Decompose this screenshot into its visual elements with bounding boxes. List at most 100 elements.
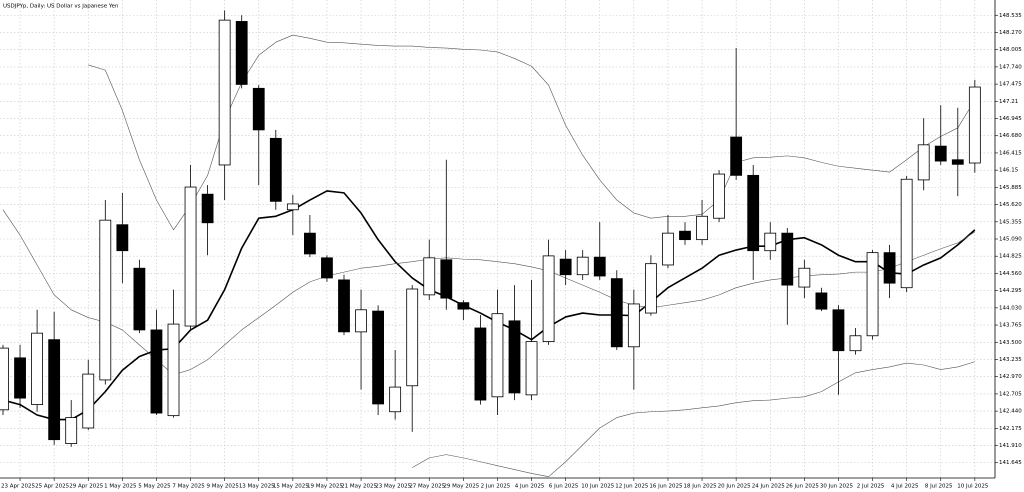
y-tick-label: 143.765 xyxy=(999,323,1022,329)
x-tick-label: 29 May 2025 xyxy=(443,484,479,490)
candle-body xyxy=(372,310,385,405)
y-tick-label: 148.270 xyxy=(999,30,1022,36)
candle-body xyxy=(627,303,640,348)
candle-body xyxy=(883,252,896,284)
y-tick-label: 144.030 xyxy=(999,305,1022,311)
candle-body xyxy=(440,259,453,299)
x-tick-label: 2 Jun 2025 xyxy=(481,484,511,490)
x-tick-label: 8 Jul 2025 xyxy=(925,484,953,490)
chart-title: USDJPYp, Daily: US Dollar vs Japanese Ye… xyxy=(3,4,119,10)
x-tick-label: 4 Jun 2025 xyxy=(515,484,545,490)
candle-body xyxy=(900,178,913,289)
x-tick-label: 25 Apr 2025 xyxy=(35,484,70,490)
x-tick-label: 9 May 2025 xyxy=(206,484,239,490)
candle-body xyxy=(781,232,794,286)
candle-body xyxy=(338,279,350,333)
candle-body xyxy=(832,309,845,352)
candle-body xyxy=(747,174,760,252)
candle-body xyxy=(764,232,777,252)
y-tick-label: 141.645 xyxy=(999,460,1022,466)
candles xyxy=(0,10,981,447)
x-tick-label: 21 May 2025 xyxy=(341,484,377,490)
candle-body xyxy=(696,215,708,241)
candle-body xyxy=(491,313,504,398)
candle-body xyxy=(559,258,572,276)
x-tick-label: 16 Jun 2025 xyxy=(649,484,683,490)
candle-body xyxy=(184,186,197,327)
y-tick-label: 146.680 xyxy=(999,133,1022,139)
candle-body xyxy=(645,263,657,314)
x-tick-label: 18 Jun 2025 xyxy=(684,484,718,490)
candle-body xyxy=(355,309,367,333)
candle-body xyxy=(730,136,743,176)
candle-body xyxy=(99,219,112,381)
indicator-line xyxy=(88,34,976,231)
candle-body xyxy=(321,257,333,279)
x-tick-label: 6 Jun 2025 xyxy=(549,484,579,490)
candle-body xyxy=(866,252,879,337)
candle-body xyxy=(423,257,436,296)
candle-body xyxy=(542,255,555,343)
y-tick-label: 142.440 xyxy=(999,409,1022,415)
candle-body xyxy=(457,302,470,310)
y-tick-label: 143.500 xyxy=(999,340,1022,346)
candle-body xyxy=(525,341,538,396)
candle-body xyxy=(849,335,862,352)
x-tick-label: 5 May 2025 xyxy=(138,484,171,490)
y-tick-label: 146.945 xyxy=(999,116,1022,122)
y-tick-label: 147.740 xyxy=(999,64,1022,70)
y-tick-label: 144.560 xyxy=(999,271,1022,277)
x-tick-label: 15 May 2025 xyxy=(273,484,309,490)
candle-body xyxy=(593,256,606,277)
candle-body xyxy=(235,21,248,85)
x-tick-label: 1 May 2025 xyxy=(104,484,137,490)
indicator-line xyxy=(412,361,975,477)
y-tick-label: 148.005 xyxy=(999,47,1022,53)
candle-body xyxy=(218,19,231,166)
candle-body xyxy=(286,203,299,211)
candle-body xyxy=(951,159,964,165)
candle-body xyxy=(82,373,95,429)
candle-body xyxy=(508,320,521,394)
y-tick-label: 145.620 xyxy=(999,202,1022,208)
y-tick-label: 144.825 xyxy=(999,254,1022,260)
candle-body xyxy=(31,332,44,406)
y-tick-label: 142.705 xyxy=(999,391,1022,397)
y-tick-label: 147.475 xyxy=(999,82,1022,88)
axis-labels: 148.535 148.270 148.005 147.740 147.475 147.2… xyxy=(1,13,1022,490)
candle-body xyxy=(252,87,265,131)
candle-body xyxy=(576,256,589,276)
x-tick-label: 13 May 2025 xyxy=(239,484,275,490)
candle-body xyxy=(116,224,129,252)
y-tick-label: 148.535 xyxy=(999,13,1022,19)
x-tick-label: 12 Jun 2025 xyxy=(615,484,649,490)
candle-body xyxy=(679,230,691,241)
candle-body xyxy=(917,144,930,181)
x-tick-label: 2 Jul 2025 xyxy=(857,484,885,490)
candle-body xyxy=(65,417,78,444)
candle-body xyxy=(474,327,487,401)
y-tick-label: 147.21 xyxy=(999,99,1018,105)
x-tick-label: 19 May 2025 xyxy=(307,484,343,490)
candle-body xyxy=(406,288,419,387)
candle-body xyxy=(167,323,180,417)
candle-body xyxy=(934,145,947,162)
y-tick-label: 142.970 xyxy=(999,374,1022,380)
candle-body xyxy=(815,292,828,310)
x-tick-label: 23 May 2025 xyxy=(375,484,411,490)
x-tick-label: 7 May 2025 xyxy=(172,484,205,490)
candle-body xyxy=(303,232,316,255)
y-tick-label: 146.15 xyxy=(999,168,1019,174)
candle-body xyxy=(201,193,214,224)
x-tick-label: 30 Jun 2025 xyxy=(820,484,854,490)
y-tick-label: 145.355 xyxy=(999,219,1022,225)
y-tick-label: 144.295 xyxy=(999,288,1022,294)
x-tick-label: 26 Jun 2025 xyxy=(786,484,820,490)
y-tick-label: 142.175 xyxy=(999,426,1022,432)
indicators xyxy=(2,34,976,477)
x-tick-label: 29 Apr 2025 xyxy=(69,484,104,490)
y-tick-label: 146.415 xyxy=(999,150,1022,156)
candle-body xyxy=(713,173,725,219)
